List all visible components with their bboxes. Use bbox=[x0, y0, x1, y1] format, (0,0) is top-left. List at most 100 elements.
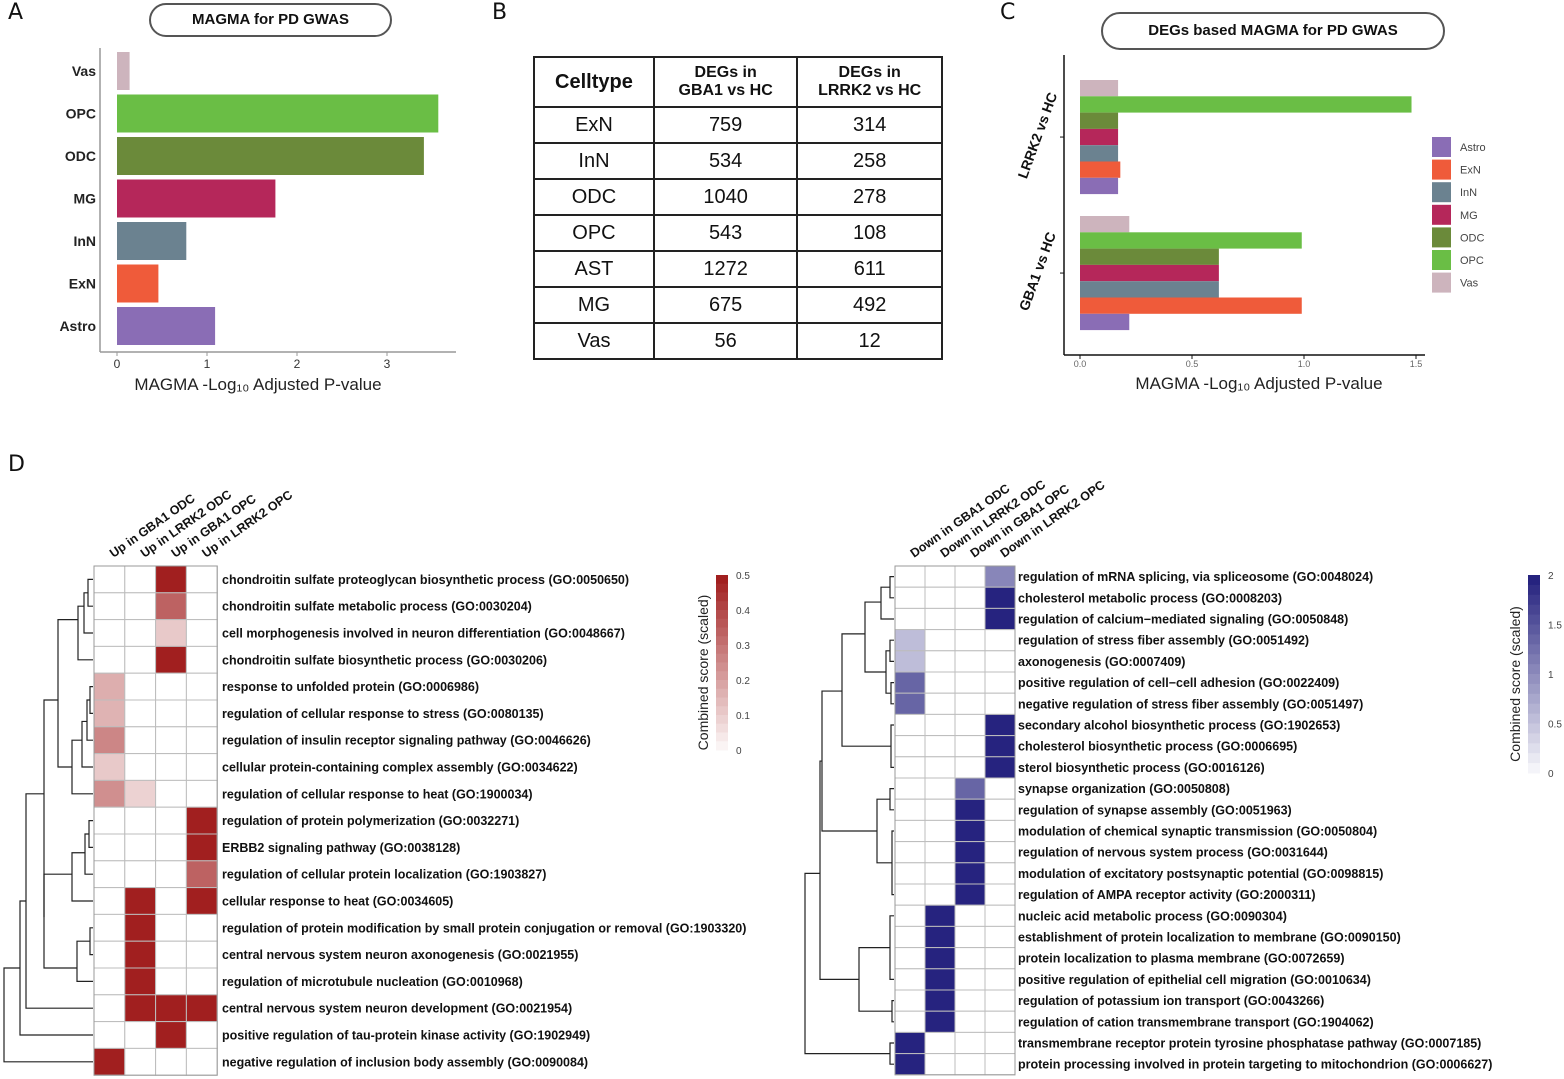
cell-gba1-count: 1272 bbox=[652, 250, 799, 288]
bar-inn-lrrk2 bbox=[1080, 145, 1119, 162]
heatmap-cell bbox=[984, 777, 1016, 800]
heatmap-cell bbox=[984, 841, 1016, 864]
row-label: regulation of nervous system process (GO… bbox=[1018, 846, 1328, 860]
dendrogram-branch bbox=[890, 682, 894, 705]
heatmap-cell bbox=[954, 650, 986, 673]
heatmap-cell bbox=[894, 819, 926, 843]
panel-c-title: DEGs based MAGMA for PD GWAS bbox=[1101, 12, 1445, 50]
row-label: chondroitin sulfate metabolic process (G… bbox=[222, 600, 532, 614]
row-label: ERBB2 signaling pathway (GO:0038128) bbox=[222, 841, 460, 855]
colorbar-segment bbox=[716, 715, 728, 725]
heatmap-cell bbox=[924, 1031, 956, 1055]
heatmap-cell bbox=[185, 1021, 218, 1049]
heatmap-cell bbox=[984, 756, 1016, 779]
heatmap-cell bbox=[924, 798, 956, 821]
dendrogram-branch bbox=[77, 605, 93, 661]
legend-swatch-exn bbox=[1432, 159, 1451, 180]
heatmap-cell bbox=[924, 756, 956, 779]
heatmap-cell bbox=[155, 726, 187, 755]
bar-exn bbox=[117, 264, 159, 303]
bar-opc-gba1 bbox=[1080, 232, 1302, 249]
heatmap-cell bbox=[894, 756, 926, 779]
x-axis-label: MAGMA -Log₁₀ Adjusted P-value bbox=[134, 375, 381, 394]
x-tick-label: 2 bbox=[294, 357, 301, 371]
colorbar-segment bbox=[716, 601, 728, 611]
heatmap-cell bbox=[155, 860, 187, 889]
bar-astro-gba1 bbox=[1080, 313, 1130, 331]
heatmap-cell bbox=[185, 645, 218, 674]
row-label: positive regulation of tau-protein kinas… bbox=[222, 1029, 590, 1043]
heatmap-cell bbox=[155, 699, 187, 728]
heatmap-cell bbox=[954, 777, 986, 800]
bar-mg-lrrk2 bbox=[1080, 128, 1119, 146]
heatmap-cell bbox=[93, 699, 126, 728]
heatmap-cell bbox=[984, 798, 1016, 821]
x-tick-label: 1.0 bbox=[1298, 359, 1311, 369]
cell-celltype: AST bbox=[533, 250, 655, 288]
heatmap-cell bbox=[185, 753, 218, 781]
heatmap-cell bbox=[155, 940, 187, 969]
heatmap-cell bbox=[185, 913, 218, 942]
heatmap-cell bbox=[185, 806, 218, 835]
colorbar-segment bbox=[1528, 634, 1540, 645]
heatmap-cell bbox=[93, 672, 126, 701]
heatmap-cell bbox=[124, 565, 157, 594]
heatmap-cell bbox=[894, 1053, 926, 1076]
row-label: positive regulation of cell−cell adhesio… bbox=[1018, 676, 1339, 690]
dendrogram-branch bbox=[891, 1000, 894, 1023]
cell-gba1-count: 56 bbox=[652, 322, 799, 360]
heatmap-cell bbox=[954, 671, 986, 694]
colorbar-segment bbox=[716, 741, 728, 751]
heatmap-cell bbox=[93, 645, 126, 674]
dendrogram-branch bbox=[880, 586, 894, 620]
legend-label: ExN bbox=[1460, 165, 1481, 177]
row-label: regulation of calcium−mediated signaling… bbox=[1018, 613, 1348, 627]
bar-exn-gba1 bbox=[1080, 297, 1302, 314]
heatmap-cell bbox=[124, 860, 157, 889]
legend-label: Vas bbox=[1460, 278, 1479, 290]
colorbar-segment bbox=[1528, 604, 1540, 616]
heatmap-cell bbox=[894, 586, 926, 609]
colorbar-tick-label: 0.3 bbox=[736, 641, 750, 652]
heatmap-cell bbox=[984, 565, 1016, 588]
heatmap-cell bbox=[155, 806, 187, 835]
bar-odc bbox=[117, 137, 424, 175]
dendrogram-branch bbox=[87, 578, 93, 607]
dendrogram-branch bbox=[89, 686, 93, 714]
colorbar-segment bbox=[1528, 683, 1540, 695]
heatmap-cell bbox=[924, 862, 956, 885]
bar-inn bbox=[117, 222, 187, 260]
heatmap-cell bbox=[954, 904, 986, 927]
panel-letter-c: C bbox=[1000, 0, 1016, 25]
colorbar-segment bbox=[716, 723, 728, 733]
legend-swatch-odc bbox=[1432, 227, 1451, 248]
heatmap-cell bbox=[954, 883, 986, 906]
y-tick-label: ExN bbox=[69, 276, 96, 292]
heatmap-cell bbox=[924, 713, 956, 737]
legend-label: Astro bbox=[1460, 142, 1486, 154]
dendrogram-branch bbox=[889, 576, 894, 599]
dendrogram-branch bbox=[864, 601, 886, 673]
bar-astro bbox=[117, 307, 216, 345]
y-tick-label: Astro bbox=[59, 318, 96, 334]
dendrogram-branch bbox=[43, 873, 77, 969]
heatmap-cell bbox=[924, 1053, 956, 1076]
cell-lrrk2-count: 258 bbox=[796, 142, 943, 180]
cell-lrrk2-count: 108 bbox=[796, 214, 943, 252]
deg-count-table: Celltype DEGs in GBA1 vs HC DEGs in LRRK2 … bbox=[533, 56, 943, 360]
dendrogram-branch bbox=[889, 1042, 894, 1065]
colorbar-segment bbox=[1528, 713, 1540, 724]
dendrogram-branch bbox=[84, 833, 93, 875]
row-label: regulation of potassium ion transport (G… bbox=[1018, 994, 1324, 1008]
y-tick-label: LRRK2 vs HC bbox=[1014, 90, 1060, 180]
panel-letter-a: A bbox=[8, 0, 24, 25]
heatmap-cell bbox=[984, 713, 1016, 737]
heatmap-cell bbox=[155, 753, 187, 781]
cell-lrrk2-count: 314 bbox=[796, 106, 943, 144]
heatmap-cell bbox=[155, 913, 187, 942]
colorbar-tick-label: 2 bbox=[1548, 571, 1554, 582]
dendrogram-branch bbox=[889, 915, 894, 980]
legend-swatch-inn bbox=[1432, 182, 1451, 203]
y-tick-label: GBA1 vs HC bbox=[1016, 230, 1059, 313]
